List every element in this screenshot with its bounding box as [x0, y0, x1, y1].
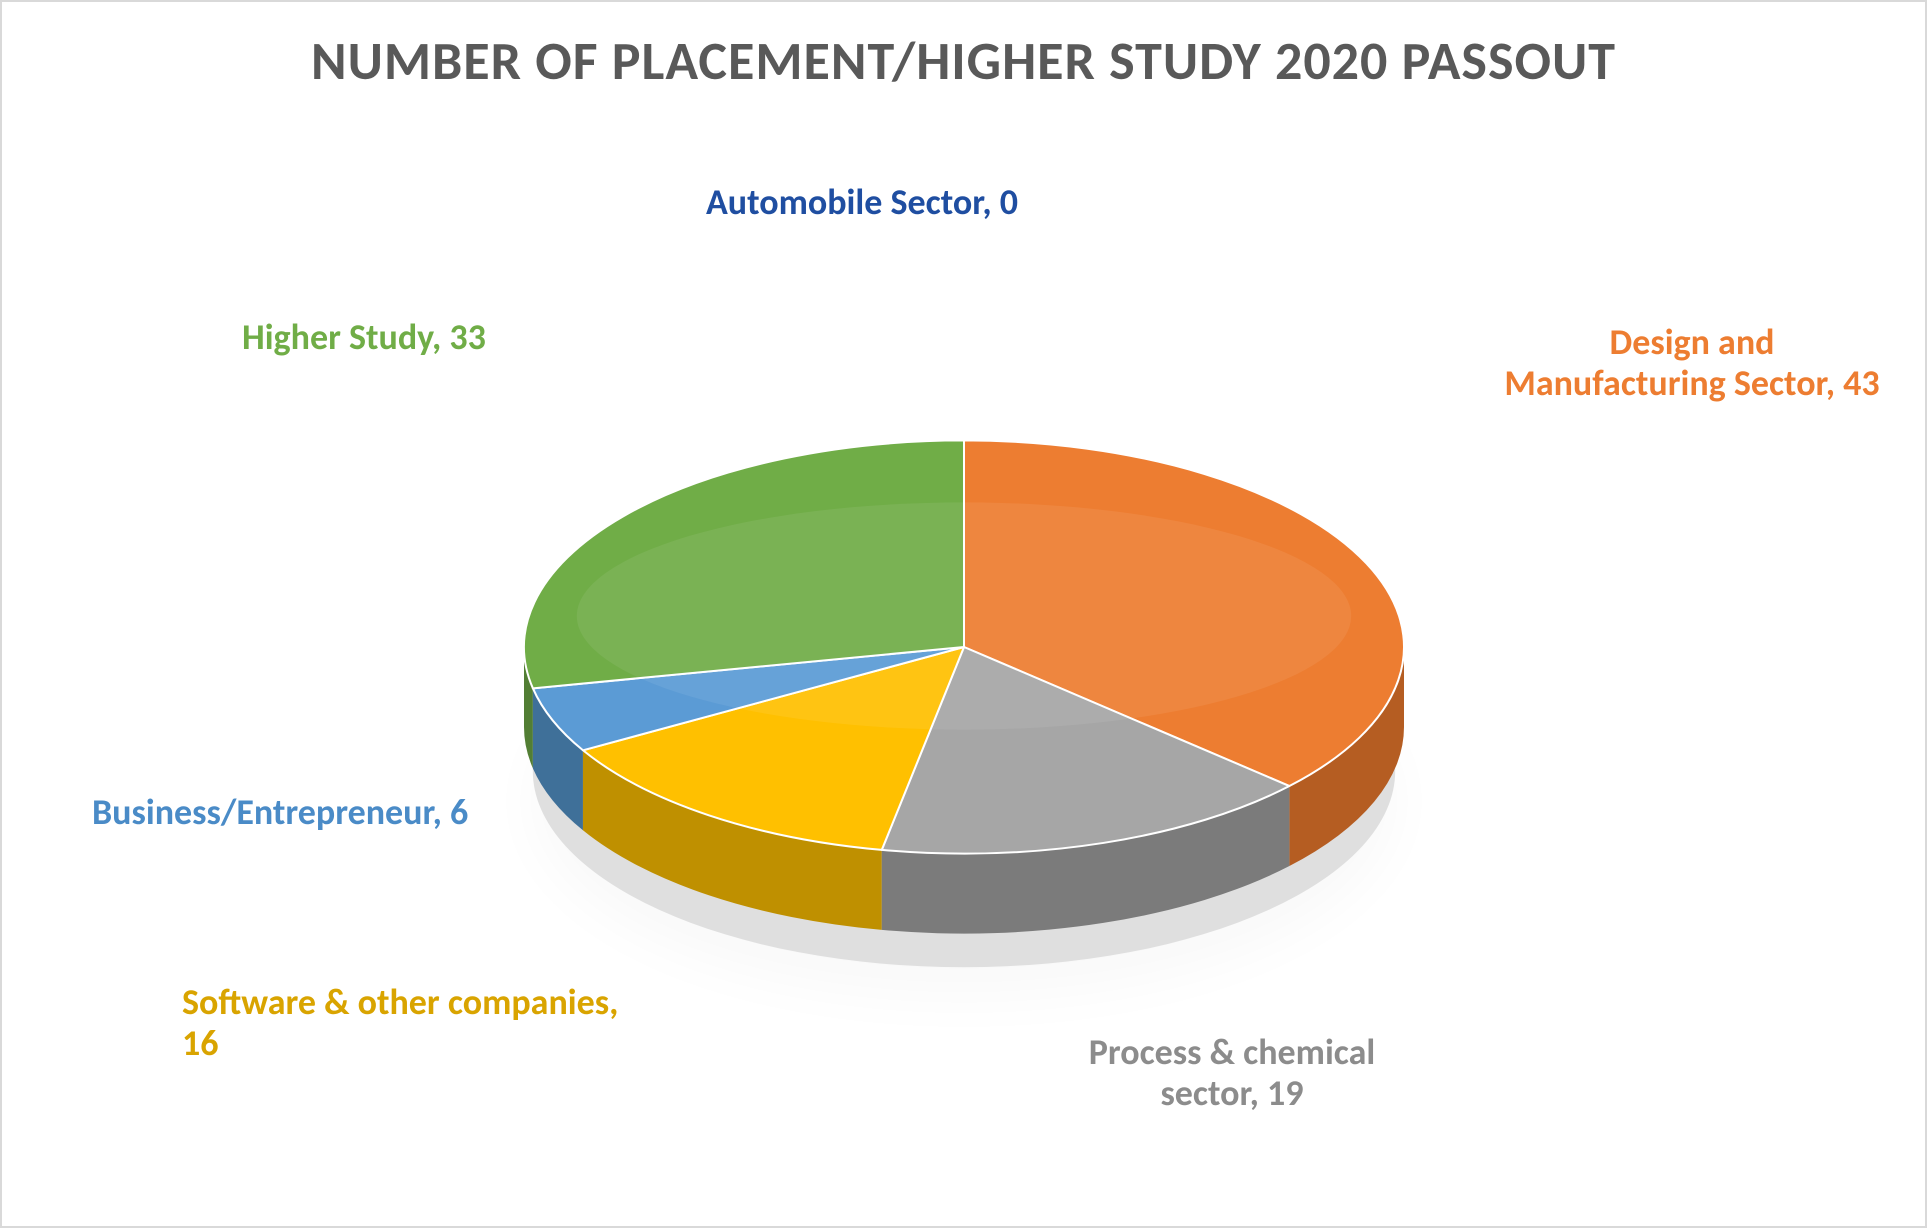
label-soft: Software & other companies, 16 — [182, 982, 642, 1065]
label-process: Process & chemical sector, 19 — [1052, 1032, 1412, 1115]
label-design: Design and Manufacturing Sector, 43 — [1502, 322, 1882, 405]
label-auto: Automobile Sector, 0 — [662, 182, 1062, 223]
pie-svg — [464, 327, 1464, 1047]
chart-title: NUMBER OF PLACEMENT/HIGHER STUDY 2020 PA… — [2, 30, 1925, 92]
pie-highlight — [576, 503, 1350, 730]
label-biz: Business/Entrepreneur, 6 — [92, 792, 512, 833]
pie-chart — [464, 327, 1464, 1047]
label-higher: Higher Study, 33 — [242, 317, 662, 358]
chart-frame: NUMBER OF PLACEMENT/HIGHER STUDY 2020 PA… — [0, 0, 1927, 1228]
